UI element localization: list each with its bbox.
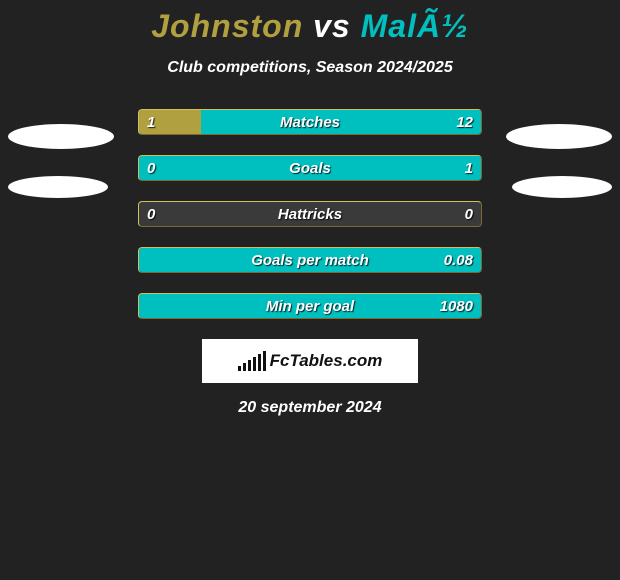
- stat-right-value: 1080: [440, 294, 473, 318]
- player2-name: MalÃ½: [361, 8, 469, 44]
- stat-bar: 0Hattricks0: [138, 201, 482, 227]
- stat-right-value: 1: [465, 156, 473, 180]
- fctables-logo: FcTables.com: [202, 339, 418, 383]
- stat-bar: Goals per match0.08: [138, 247, 482, 273]
- stat-label: Hattricks: [139, 202, 481, 226]
- stat-right-value: 0: [465, 202, 473, 226]
- comparison-title: Johnston vs MalÃ½: [0, 0, 620, 45]
- stat-right-value: 0.08: [444, 248, 473, 272]
- logo-text: FcTables.com: [270, 351, 383, 371]
- logo-bars-icon: [238, 351, 266, 371]
- stat-label: Goals: [139, 156, 481, 180]
- date-label: 20 september 2024: [0, 399, 620, 417]
- stat-right-value: 12: [456, 110, 473, 134]
- stat-label: Min per goal: [139, 294, 481, 318]
- stat-label: Matches: [139, 110, 481, 134]
- subtitle: Club competitions, Season 2024/2025: [0, 59, 620, 77]
- stat-label: Goals per match: [139, 248, 481, 272]
- stat-bars: 1Matches120Goals10Hattricks0Goals per ma…: [0, 109, 620, 319]
- stat-bar: 0Goals1: [138, 155, 482, 181]
- stat-bar: Min per goal1080: [138, 293, 482, 319]
- stat-bar: 1Matches12: [138, 109, 482, 135]
- vs-label: vs: [313, 8, 351, 44]
- player1-name: Johnston: [151, 8, 303, 44]
